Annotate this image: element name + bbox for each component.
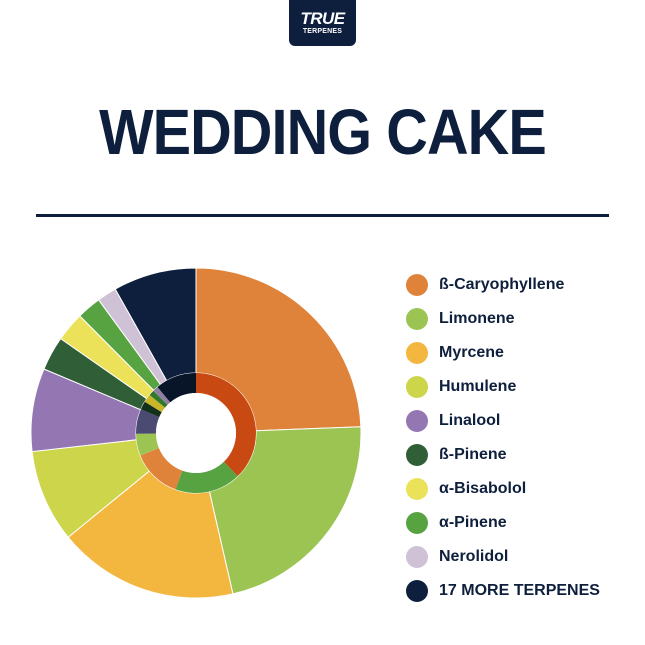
inner-slice-myrcene (140, 447, 183, 490)
legend-item-myrcene: Myrcene (406, 336, 600, 370)
logo-wordmark: TRUE (300, 9, 345, 28)
legend-item-beta-caryophyllene: ß-Caryophyllene (406, 268, 600, 302)
legend-label: α-Pinene (439, 514, 507, 531)
legend-item-alpha-pinene: α-Pinene (406, 506, 600, 540)
legend-swatch (406, 580, 428, 602)
true-terpenes-logo: TRUE TERPENES (289, 0, 356, 46)
legend-label: α-Bisabolol (439, 480, 527, 497)
legend-item-linalool: Linalool (406, 404, 600, 438)
legend-item-limonene: Limonene (406, 302, 600, 336)
legend-swatch (406, 546, 428, 568)
legend-item-humulene: Humulene (406, 370, 600, 404)
legend-label: Limonene (439, 310, 515, 327)
inner-slice-humulene (136, 433, 159, 456)
legend-item-nerolidol: Nerolidol (406, 540, 600, 574)
legend-swatch (406, 274, 428, 296)
donut-hole (156, 393, 236, 473)
inner-slice-alpha-pinene (149, 390, 168, 408)
legend-swatch (406, 376, 428, 398)
legend-swatch (406, 308, 428, 330)
inner-slice-limonene (175, 461, 238, 493)
legend-item-beta-pinene: ß-Pinene (406, 438, 600, 472)
inner-slice-beta-pinene (140, 401, 162, 418)
chart-legend: ß-Caryophyllene Limonene Myrcene Humulene Li… (406, 268, 600, 608)
legend-swatch (406, 342, 428, 364)
inner-slice-beta-caryophyllene (196, 373, 257, 477)
legend-swatch (406, 478, 428, 500)
legend-item-17-more-terpenes: 17 MORE TERPENES (406, 574, 600, 608)
inner-slice-alpha-bisabolol (144, 394, 166, 413)
logo-subtext: TERPENES (302, 28, 343, 35)
legend-label: Humulene (439, 378, 517, 395)
legend-item-alpha-bisabolol: α-Bisabolol (406, 472, 600, 506)
page-title: WEDDING CAKE (99, 96, 547, 168)
legend-swatch (406, 512, 428, 534)
legend-swatch (406, 444, 428, 466)
legend-label: Myrcene (439, 344, 504, 361)
legend-label: Linalool (439, 412, 501, 429)
legend-label: ß-Caryophyllene (439, 276, 565, 293)
legend-swatch (406, 410, 428, 432)
legend-label: ß-Pinene (439, 446, 507, 463)
inner-slice-nerolidol (153, 387, 171, 405)
inner-slice-17-more-terpenes (157, 373, 196, 403)
legend-label: Nerolidol (439, 548, 509, 565)
legend-label: 17 MORE TERPENES (439, 582, 600, 599)
inner-slice-linalool (135, 409, 160, 434)
title-divider (36, 214, 609, 217)
